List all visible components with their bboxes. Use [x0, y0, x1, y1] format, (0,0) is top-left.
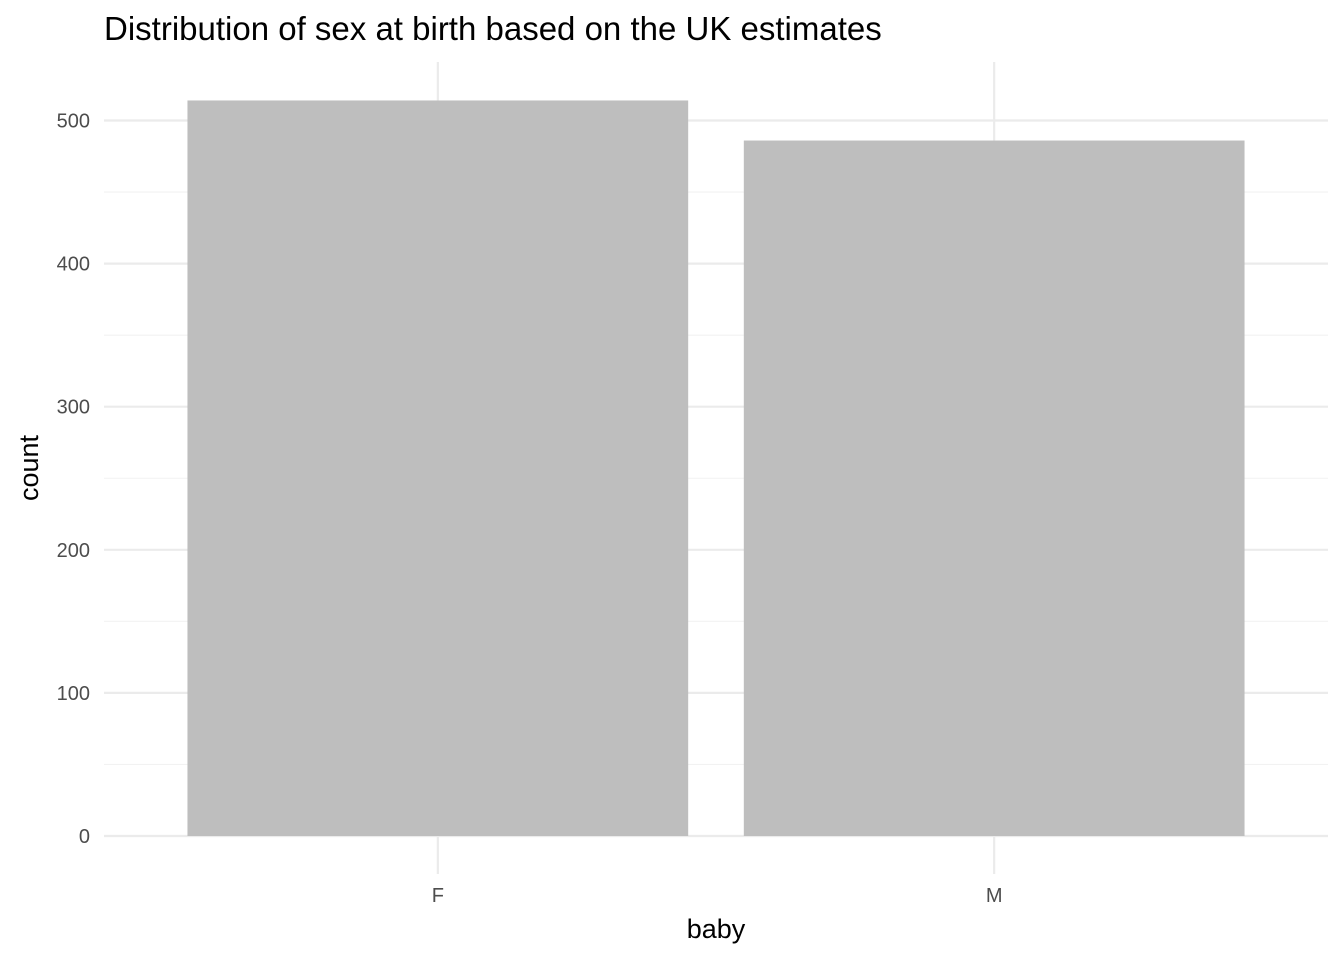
y-tick-label: 100	[57, 683, 90, 705]
x-tick-label: M	[986, 885, 1003, 907]
y-axis-tick-labels: 0 100 200 300 400 500	[57, 111, 90, 849]
y-axis-title: count	[14, 434, 44, 501]
y-tick-label: 0	[79, 826, 90, 848]
bars	[187, 100, 1245, 836]
bar-m	[743, 140, 1245, 836]
y-tick-label: 200	[57, 540, 90, 562]
y-tick-label: 300	[57, 397, 90, 419]
x-tick-label: F	[432, 885, 444, 907]
y-tick-label: 400	[57, 254, 90, 276]
chart-title: Distribution of sex at birth based on th…	[104, 10, 882, 47]
y-tick-label: 500	[57, 111, 90, 133]
bar-f	[187, 100, 689, 836]
x-axis-title: baby	[687, 914, 746, 944]
